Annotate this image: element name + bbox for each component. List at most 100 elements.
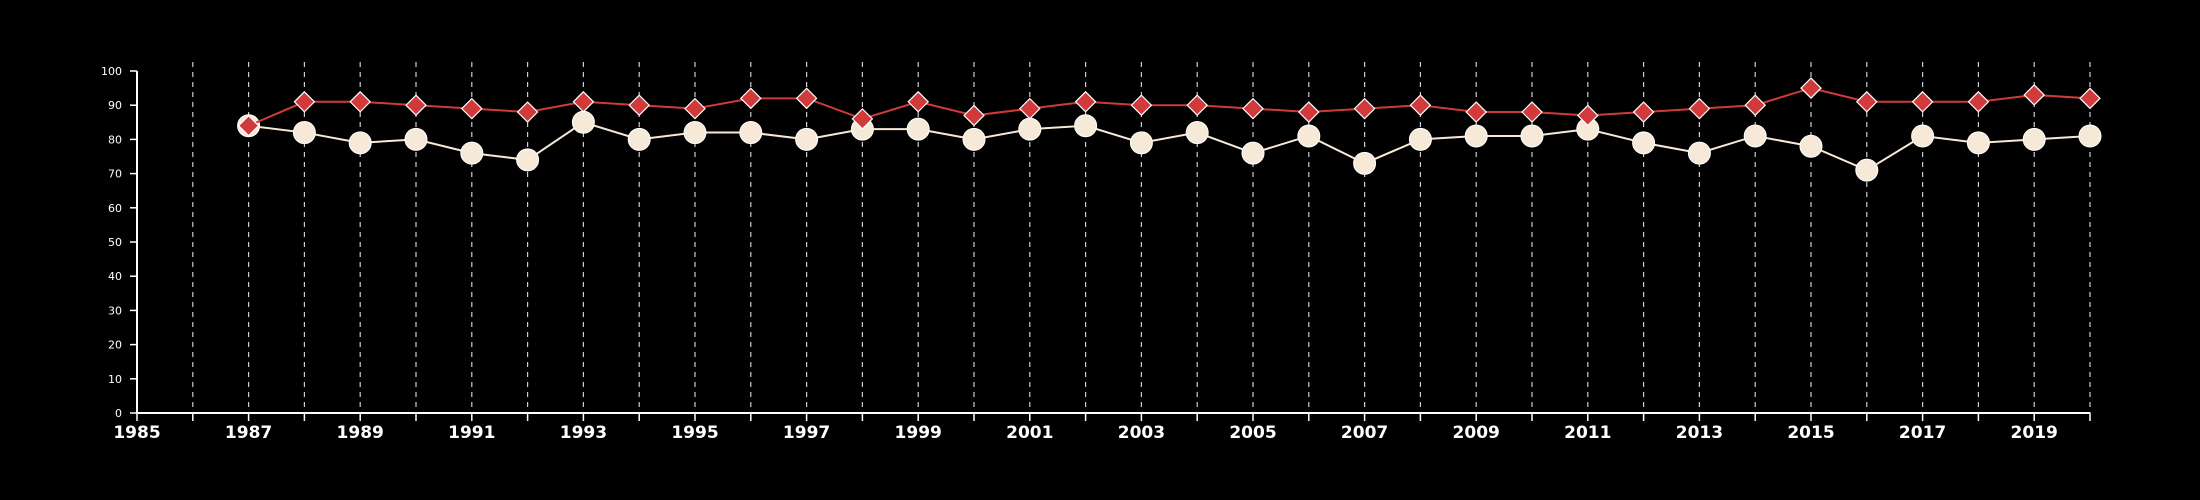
data-point-diamond [1242, 97, 1264, 120]
data-point-circle [1129, 131, 1153, 155]
data-point-circle [906, 117, 930, 141]
grid-lines [192, 62, 2091, 413]
data-point-diamond [1744, 94, 1767, 117]
data-point-diamond [1353, 97, 1376, 120]
x-tick-label: 2001 [1006, 423, 1053, 443]
x-tick-label: 2007 [1341, 423, 1388, 443]
data-point-circle [1241, 141, 1265, 165]
data-point-circle [683, 121, 707, 145]
data-point-circle [1966, 131, 1990, 155]
y-tick-label: 80 [108, 133, 122, 146]
series-diamond [237, 77, 2101, 137]
x-tick-label: 2009 [1453, 423, 1500, 443]
data-point-circle [2022, 127, 2046, 151]
series-line [248, 87, 2091, 127]
y-tick-label: 100 [101, 65, 122, 78]
data-point-diamond [1967, 90, 1990, 113]
x-tick-label: 1993 [560, 423, 607, 443]
data-point-circle [1464, 124, 1488, 148]
y-tick-label: 70 [108, 168, 122, 181]
x-tick-label: 1995 [671, 423, 718, 443]
data-point-diamond [907, 90, 930, 113]
data-point-diamond [1186, 94, 1209, 117]
data-point-circle [1018, 117, 1042, 141]
y-tick-label: 30 [108, 304, 122, 317]
data-point-diamond [1074, 90, 1097, 113]
x-tick-label: 1997 [783, 423, 830, 443]
data-point-circle [460, 141, 484, 165]
data-point-circle [1687, 141, 1711, 165]
x-tick-label: 2013 [1676, 423, 1723, 443]
data-point-diamond [1576, 104, 1599, 127]
x-tick-label: 1985 [113, 423, 160, 443]
data-point-diamond [795, 87, 818, 110]
data-point-diamond [963, 104, 985, 127]
x-tick-label: 1999 [895, 423, 942, 443]
x-tick-label: 2015 [1787, 423, 1834, 443]
data-point-circle [1353, 151, 1377, 175]
data-point-diamond [2079, 87, 2101, 110]
data-point-circle [516, 148, 540, 172]
data-point-circle [1855, 158, 1879, 182]
x-tick-label: 1989 [337, 423, 384, 443]
data-point-diamond [1632, 101, 1655, 123]
data-point-circle [1520, 124, 1544, 148]
data-point-diamond [572, 90, 595, 113]
y-tick-label: 50 [108, 236, 122, 249]
x-tick-label: 2017 [1899, 423, 1946, 443]
data-point-circle [1074, 114, 1098, 138]
x-tick-label: 1987 [225, 423, 272, 443]
data-point-diamond [739, 87, 762, 110]
data-point-diamond [460, 97, 483, 120]
data-point-circle [1743, 124, 1767, 148]
x-tick-label: 2019 [2011, 423, 2058, 443]
data-point-diamond [1409, 94, 1432, 117]
y-tick-label: 20 [108, 339, 122, 352]
series-circle [237, 110, 2102, 182]
y-tick-label: 10 [108, 373, 122, 386]
data-point-diamond [2023, 84, 2046, 106]
data-point-diamond [1465, 101, 1488, 123]
data-point-diamond [1018, 97, 1041, 120]
data-point-diamond [237, 114, 260, 137]
data-point-circle [2078, 124, 2102, 148]
data-point-circle [795, 127, 819, 151]
axes: 0 10 20 30 40 50 60 70 80 90 100 1985 1987 1989 1991 19… [101, 65, 2091, 443]
x-tick-label: 2003 [1118, 423, 1165, 443]
x-tick-label: 1991 [448, 423, 495, 443]
data-point-circle [627, 127, 651, 151]
data-point-diamond [1521, 101, 1543, 123]
series-line [248, 121, 2091, 172]
x-tick-label: 2011 [1564, 423, 1611, 443]
data-point-diamond [1688, 97, 1711, 120]
data-point-diamond [516, 101, 539, 123]
data-point-diamond [405, 94, 427, 117]
data-point-circle [1911, 124, 1935, 148]
data-point-diamond [628, 94, 651, 117]
data-point-circle [1632, 131, 1656, 155]
data-point-circle [348, 131, 372, 155]
data-point-diamond [1297, 101, 1320, 123]
data-point-diamond [684, 97, 706, 120]
data-point-circle [739, 121, 763, 145]
data-point-diamond [1130, 94, 1153, 117]
y-tick-label: 0 [115, 407, 122, 420]
y-tick-label: 90 [108, 99, 122, 112]
y-tick-label: 60 [108, 202, 122, 215]
data-point-diamond [851, 108, 874, 130]
data-point-circle [1799, 134, 1823, 158]
data-point-diamond [1911, 90, 1934, 113]
data-point-diamond [1855, 90, 1878, 113]
data-point-circle [1297, 124, 1321, 148]
data-point-circle [404, 127, 428, 151]
data-point-diamond [293, 90, 316, 113]
y-tick-label: 40 [108, 270, 122, 283]
series-layer [237, 77, 2102, 182]
data-point-circle [1185, 121, 1209, 145]
data-point-circle [962, 127, 986, 151]
data-point-circle [292, 121, 316, 145]
data-point-diamond [1800, 77, 1822, 99]
data-point-diamond [349, 90, 372, 113]
data-point-circle [1408, 127, 1432, 151]
